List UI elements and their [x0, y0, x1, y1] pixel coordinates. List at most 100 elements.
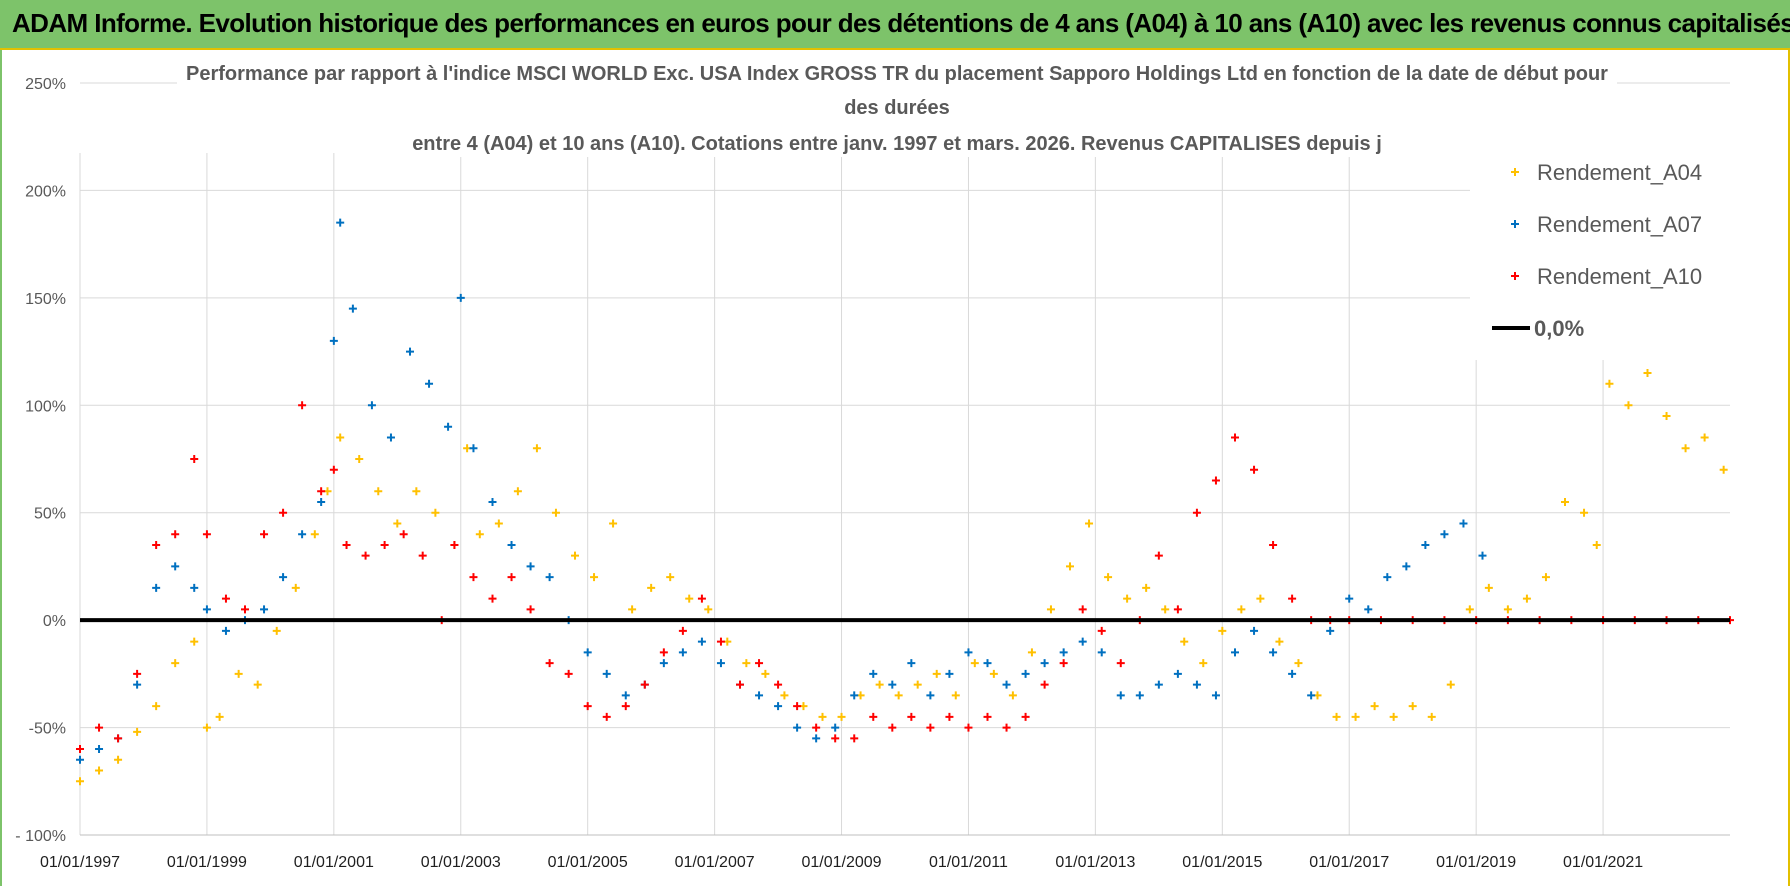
data-point — [1459, 519, 1468, 528]
data-point — [393, 519, 402, 528]
data-point — [374, 487, 383, 496]
data-point — [133, 680, 142, 689]
data-point — [1522, 594, 1531, 603]
data-point — [1269, 540, 1278, 549]
data-point — [1066, 562, 1074, 571]
data-point — [875, 680, 884, 689]
data-point — [1231, 648, 1239, 657]
data-point — [1408, 702, 1417, 711]
chart-area: 250% 200% 150% 100% 50% 0% -50% - 100% 01/01/19… — [0, 50, 1790, 886]
data-point — [1427, 712, 1436, 721]
data-point — [469, 444, 478, 453]
data-point — [1484, 583, 1493, 592]
data-point — [1231, 433, 1239, 442]
title-backing — [397, 130, 1397, 157]
report-title: ADAM Informe. Evolution historique des p… — [12, 8, 1790, 38]
data-point — [913, 680, 922, 689]
data-point — [850, 691, 859, 700]
data-point — [666, 573, 675, 582]
data-point — [1389, 712, 1398, 721]
data-point — [444, 422, 453, 431]
data-point — [152, 702, 161, 711]
data-point — [488, 497, 497, 506]
data-point — [1605, 379, 1614, 388]
data-point — [342, 540, 351, 549]
data-point — [609, 519, 618, 528]
data-point — [234, 669, 243, 678]
data-point — [418, 551, 427, 560]
data-point — [291, 583, 300, 592]
data-point — [279, 508, 288, 517]
data-point — [793, 702, 802, 711]
y-tick-label: -50% — [29, 721, 66, 738]
data-point — [850, 734, 859, 743]
data-point — [907, 659, 916, 668]
data-point — [272, 626, 281, 635]
data-point — [1237, 605, 1246, 614]
data-point — [1421, 540, 1430, 549]
data-point — [583, 702, 592, 711]
data-point — [1307, 691, 1316, 700]
data-point — [894, 691, 903, 700]
data-point — [945, 669, 954, 678]
data-point — [1662, 412, 1671, 421]
data-point — [494, 519, 503, 528]
data-point — [1402, 562, 1411, 571]
data-point — [647, 583, 656, 592]
data-point — [279, 573, 288, 582]
data-point — [761, 669, 770, 678]
data-point — [1173, 605, 1182, 614]
x-tick-label: 01/01/2001 — [294, 854, 374, 871]
data-point — [551, 508, 560, 517]
y-tick-label: 250% — [25, 76, 66, 93]
data-point — [983, 659, 992, 668]
data-point — [1161, 605, 1170, 614]
data-point — [1021, 712, 1030, 721]
data-point — [450, 540, 459, 549]
x-tick-label: 01/01/2005 — [548, 854, 628, 871]
x-tick-label: 01/01/2009 — [801, 854, 881, 871]
data-point — [774, 680, 783, 689]
data-point — [628, 605, 637, 614]
data-point — [736, 680, 744, 689]
data-point — [621, 702, 630, 711]
data-point — [355, 455, 364, 463]
data-point — [241, 605, 249, 614]
data-point — [526, 562, 535, 571]
data-point — [1078, 637, 1087, 646]
data-point — [678, 648, 687, 657]
data-point — [780, 691, 789, 700]
data-point — [742, 659, 751, 668]
data-point — [1008, 691, 1017, 700]
y-tick-label: 100% — [25, 398, 66, 415]
data-point — [1211, 691, 1220, 700]
data-point — [888, 723, 897, 732]
x-tick-label: 01/01/1999 — [167, 854, 247, 871]
data-point — [755, 691, 764, 700]
legend-label: Rendement_A07 — [1537, 212, 1702, 237]
data-point — [202, 530, 211, 539]
data-point — [406, 347, 414, 356]
data-point — [831, 723, 840, 732]
data-point — [386, 433, 395, 442]
data-point — [348, 304, 357, 313]
data-point — [329, 465, 338, 474]
data-point — [190, 637, 199, 646]
data-point — [1326, 626, 1335, 635]
data-point — [1351, 712, 1360, 721]
data-point — [507, 540, 516, 549]
data-point — [317, 487, 326, 496]
data-point — [1211, 476, 1220, 485]
data-point — [1592, 540, 1601, 549]
chart-title: Performance par rapport à l'indice MSCI … — [177, 60, 1617, 157]
series-Rendement_A07 — [76, 218, 1487, 764]
data-point — [602, 669, 611, 678]
data-point — [1332, 712, 1341, 721]
x-tick-label: 01/01/2003 — [421, 854, 501, 871]
data-point — [1021, 669, 1030, 678]
data-point — [812, 734, 821, 743]
x-tick-label: 01/01/2013 — [1055, 854, 1135, 871]
legend-marker — [1511, 272, 1519, 280]
data-point — [152, 583, 161, 592]
data-point — [1269, 648, 1278, 657]
